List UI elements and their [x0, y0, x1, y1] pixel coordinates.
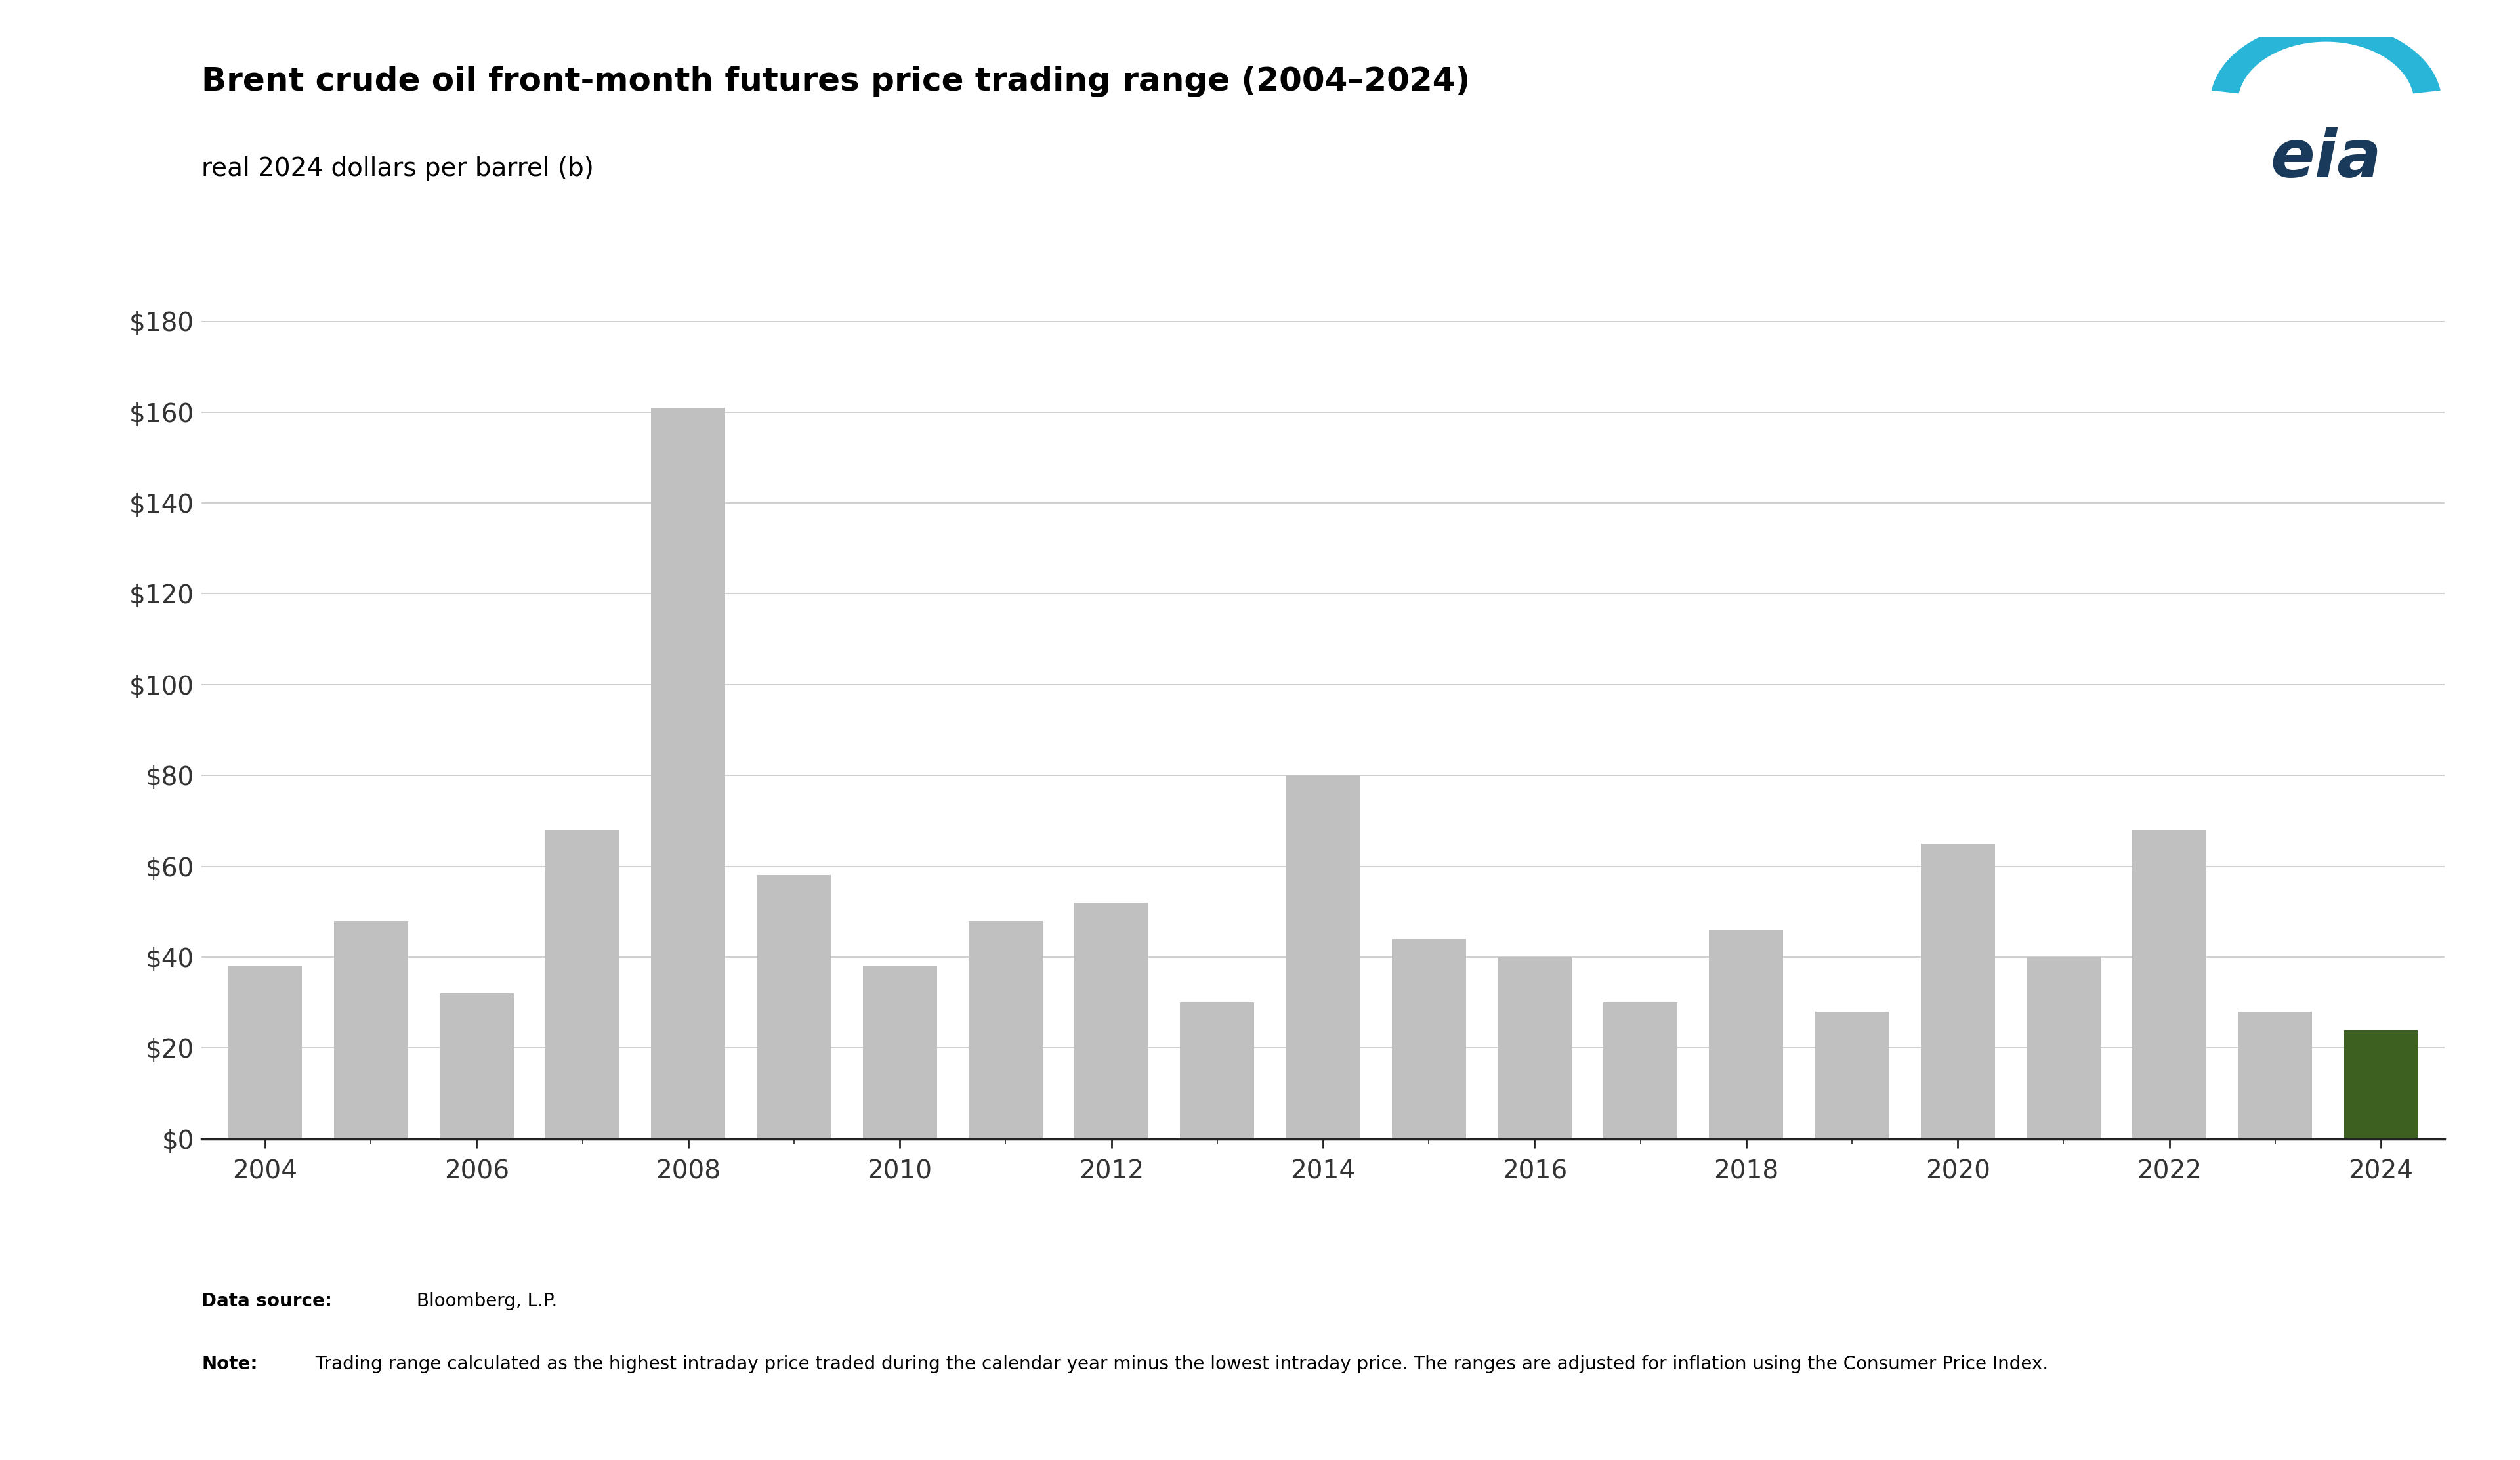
Bar: [2344, 1029, 2419, 1139]
Bar: [438, 993, 514, 1139]
Bar: [1709, 930, 1784, 1139]
Bar: [1920, 844, 1996, 1139]
Text: Data source:: Data source:: [202, 1292, 333, 1311]
Bar: [544, 829, 620, 1139]
Bar: [1497, 958, 1572, 1139]
Bar: [2132, 829, 2208, 1139]
Bar: [1074, 902, 1149, 1139]
Bar: [756, 876, 832, 1139]
Text: Note:: Note:: [202, 1355, 257, 1374]
Bar: [2026, 958, 2102, 1139]
Bar: [1391, 939, 1467, 1139]
Text: Trading range calculated as the highest intraday price traded during the calenda: Trading range calculated as the highest …: [310, 1355, 2049, 1374]
Text: Bloomberg, L.P.: Bloomberg, L.P.: [411, 1292, 557, 1311]
Polygon shape: [2213, 22, 2439, 93]
Text: eia: eia: [2271, 127, 2381, 191]
Bar: [1814, 1012, 1890, 1139]
Bar: [1603, 1003, 1678, 1139]
Bar: [650, 407, 726, 1139]
Text: Brent crude oil front-month futures price trading range (2004–2024): Brent crude oil front-month futures pric…: [202, 66, 1469, 98]
Text: real 2024 dollars per barrel (b): real 2024 dollars per barrel (b): [202, 156, 595, 181]
Bar: [2238, 1012, 2313, 1139]
Bar: [1179, 1003, 1255, 1139]
Bar: [968, 921, 1043, 1139]
Bar: [227, 967, 302, 1139]
Bar: [862, 967, 937, 1139]
Bar: [333, 921, 408, 1139]
Bar: [1285, 775, 1361, 1139]
